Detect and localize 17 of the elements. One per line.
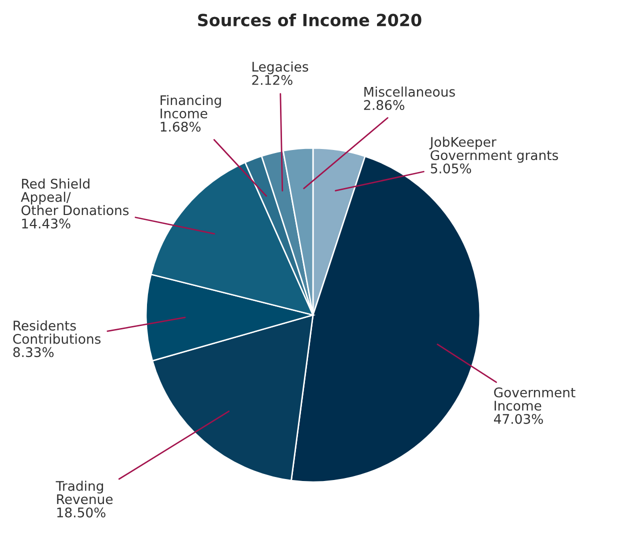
slice-label: Miscellaneous [364,86,455,97]
data-label: 14.43% [22,218,70,229]
slice-label: Government Income [494,387,576,411]
data-label: 2.86% [364,100,404,110]
data-label: 1.68% [160,122,201,132]
slice-label: Trading Revenue [56,480,113,504]
data-label: 8.33% [13,347,54,358]
slice-label: Residents Contributions [13,320,101,344]
slice-label: Legacies [252,62,308,74]
slice-label: Financing Income [160,94,221,118]
data-label: 47.03% [494,414,543,424]
slice-label: Red Shield Appeal/ Other Donations [20,178,129,216]
data-label: 2.12% [252,75,292,85]
data-label: 5.05% [430,163,472,174]
slice-label: JobKeeper Government grants [429,136,558,163]
chart-title: Sources of Income 2020 [198,13,422,26]
data-label: 18.50% [57,507,106,518]
